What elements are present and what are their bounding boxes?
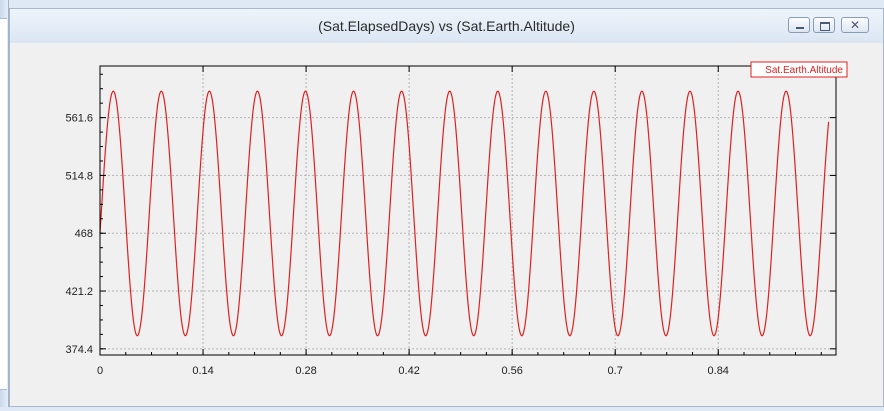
plot-frame xyxy=(99,65,837,356)
series-line-sat-earth-altitude xyxy=(99,90,830,337)
x-tick-label: 0.7 xyxy=(608,365,623,377)
close-button[interactable]: ✕ xyxy=(841,17,869,33)
adjacent-panel-edge xyxy=(0,0,9,407)
x-tick-label: 0.42 xyxy=(398,365,419,377)
x-tick-label: 0 xyxy=(97,365,103,377)
window-titlebar[interactable]: (Sat.ElapsedDays) vs (Sat.Earth.Altitude… xyxy=(10,9,883,43)
grid-lines xyxy=(99,66,836,355)
y-tick-label: 514.8 xyxy=(65,170,93,182)
maximize-button[interactable] xyxy=(813,17,835,33)
minimize-icon xyxy=(796,27,804,29)
x-axis-ticks: 0 0.14 0.28 0.42 0.56 0.7 0.84 xyxy=(97,66,822,377)
legend-box xyxy=(750,61,848,78)
legend[interactable]: Sat.Earth.Altitude xyxy=(750,61,848,78)
plot-window: (Sat.ElapsedDays) vs (Sat.Earth.Altitude… xyxy=(9,8,884,407)
minimize-button[interactable] xyxy=(788,17,810,33)
y-axis-ticks: 374.4 421.2 468 514.8 561.6 xyxy=(65,73,836,356)
x-tick-label: 0.84 xyxy=(708,365,729,377)
legend-entry-sat-earth-altitude: Sat.Earth.Altitude xyxy=(765,65,843,76)
plot-area: 0 0.14 0.28 0.42 0.56 0.7 0.84 374.4 421.2 468 51… xyxy=(10,43,883,406)
close-icon: ✕ xyxy=(849,18,861,32)
maximize-icon xyxy=(820,22,830,31)
window-controls: ✕ xyxy=(788,17,869,33)
y-tick-label: 374.4 xyxy=(65,344,93,356)
y-tick-label: 468 xyxy=(75,228,93,240)
x-tick-label: 0.56 xyxy=(501,365,522,377)
altitude-line-chart[interactable]: 0 0.14 0.28 0.42 0.56 0.7 0.84 374.4 421.2 468 51… xyxy=(10,43,883,406)
y-tick-label: 421.2 xyxy=(65,286,93,298)
x-tick-label: 0.14 xyxy=(192,365,213,377)
x-tick-label: 0.28 xyxy=(295,365,316,377)
y-tick-label: 561.6 xyxy=(65,113,93,125)
window-title: (Sat.ElapsedDays) vs (Sat.Earth.Altitude… xyxy=(318,18,575,34)
